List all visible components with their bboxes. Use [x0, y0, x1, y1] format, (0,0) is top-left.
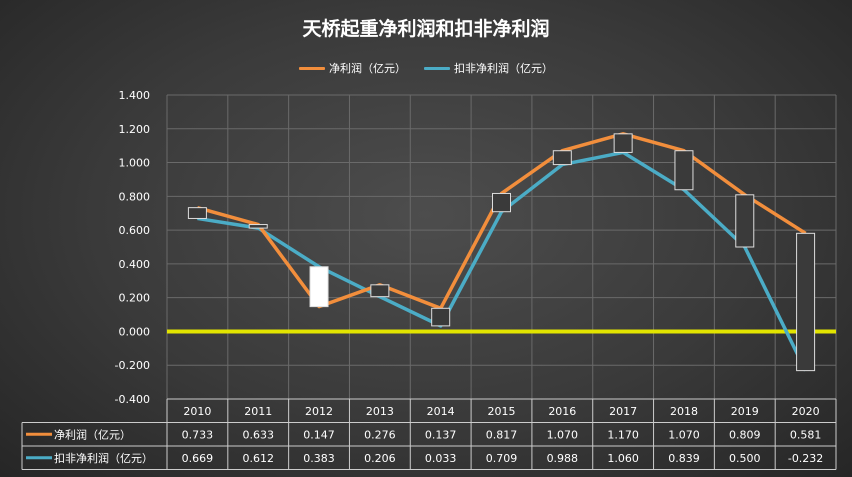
table-cell: 0.581	[790, 428, 822, 441]
x-tick-label: 2019	[731, 405, 759, 418]
y-tick-label: 0.800	[119, 190, 151, 203]
chart-title: 天桥起重净利润和扣非净利润	[302, 18, 550, 40]
table-cell: 0.633	[242, 428, 274, 441]
table-cell: 0.839	[668, 452, 700, 465]
down-bar	[431, 307, 451, 327]
table-cell: 1.070	[668, 428, 700, 441]
x-tick-label: 2016	[548, 405, 576, 418]
table-cell: 0.206	[364, 452, 396, 465]
down-bar	[248, 224, 268, 229]
table-cell: 0.147	[303, 428, 335, 441]
x-tick-label: 2014	[427, 405, 455, 418]
table-cell: -0.232	[788, 452, 823, 465]
down-bar	[674, 150, 694, 191]
legend-line-net-profit	[299, 66, 325, 70]
x-tick-label: 2010	[183, 405, 211, 418]
legend-item-net-profit: 净利润（亿元）	[299, 60, 406, 76]
table-cell: 0.500	[729, 452, 761, 465]
table-cell: 1.070	[547, 428, 579, 441]
table-cell: 0.612	[242, 452, 274, 465]
legend: 净利润（亿元） 扣非净利润（亿元）	[0, 60, 852, 76]
y-tick-label: 0.200	[119, 292, 151, 305]
y-tick-label: 0.400	[119, 258, 151, 271]
y-tick-label: 1.200	[119, 123, 151, 136]
legend-item-deducted-profit: 扣非净利润（亿元）	[424, 60, 553, 76]
down-bar	[613, 133, 633, 153]
legend-label-deducted-profit: 扣非净利润（亿元）	[454, 62, 553, 75]
down-bar	[187, 207, 207, 219]
legend-line-deducted-profit	[424, 66, 450, 70]
down-bar	[552, 150, 572, 166]
y-tick-label: -0.200	[115, 359, 150, 372]
table-series-name: 扣非净利润（亿元）	[54, 451, 153, 465]
x-tick-label: 2020	[792, 405, 820, 418]
x-tick-label: 2017	[609, 405, 637, 418]
table-cell: 0.276	[364, 428, 396, 441]
table-cell: 0.137	[425, 428, 457, 441]
table-cell: 0.033	[425, 452, 457, 465]
down-bar	[492, 192, 511, 213]
y-tick-label: 0.600	[119, 224, 151, 237]
table-cell: 0.709	[486, 452, 518, 465]
table-cell: 0.817	[486, 428, 518, 441]
up-bar	[309, 266, 329, 308]
x-tick-label: 2012	[305, 405, 333, 418]
down-bar	[735, 194, 755, 248]
legend-label-net-profit: 净利润（亿元）	[329, 62, 406, 75]
table-cell: 1.060	[607, 452, 639, 465]
x-tick-label: 2015	[488, 405, 516, 418]
table-series-name: 净利润（亿元）	[54, 427, 131, 441]
table-cell: 0.809	[729, 428, 761, 441]
down-bar	[370, 284, 390, 298]
table-cell: 0.383	[303, 452, 335, 465]
y-tick-label: 1.000	[119, 157, 151, 170]
x-tick-label: 2011	[244, 405, 272, 418]
y-tick-label: 0.000	[119, 325, 151, 338]
table-cell: 1.170	[607, 428, 639, 441]
y-tick-label: 1.400	[119, 89, 151, 102]
x-tick-label: 2018	[670, 405, 698, 418]
table-cell: 0.733	[182, 428, 214, 441]
y-tick-label: -0.400	[115, 393, 150, 406]
x-tick-label: 2013	[366, 405, 394, 418]
down-bar	[796, 232, 816, 372]
table-cell: 0.988	[547, 452, 579, 465]
table-cell: 0.669	[182, 452, 214, 465]
